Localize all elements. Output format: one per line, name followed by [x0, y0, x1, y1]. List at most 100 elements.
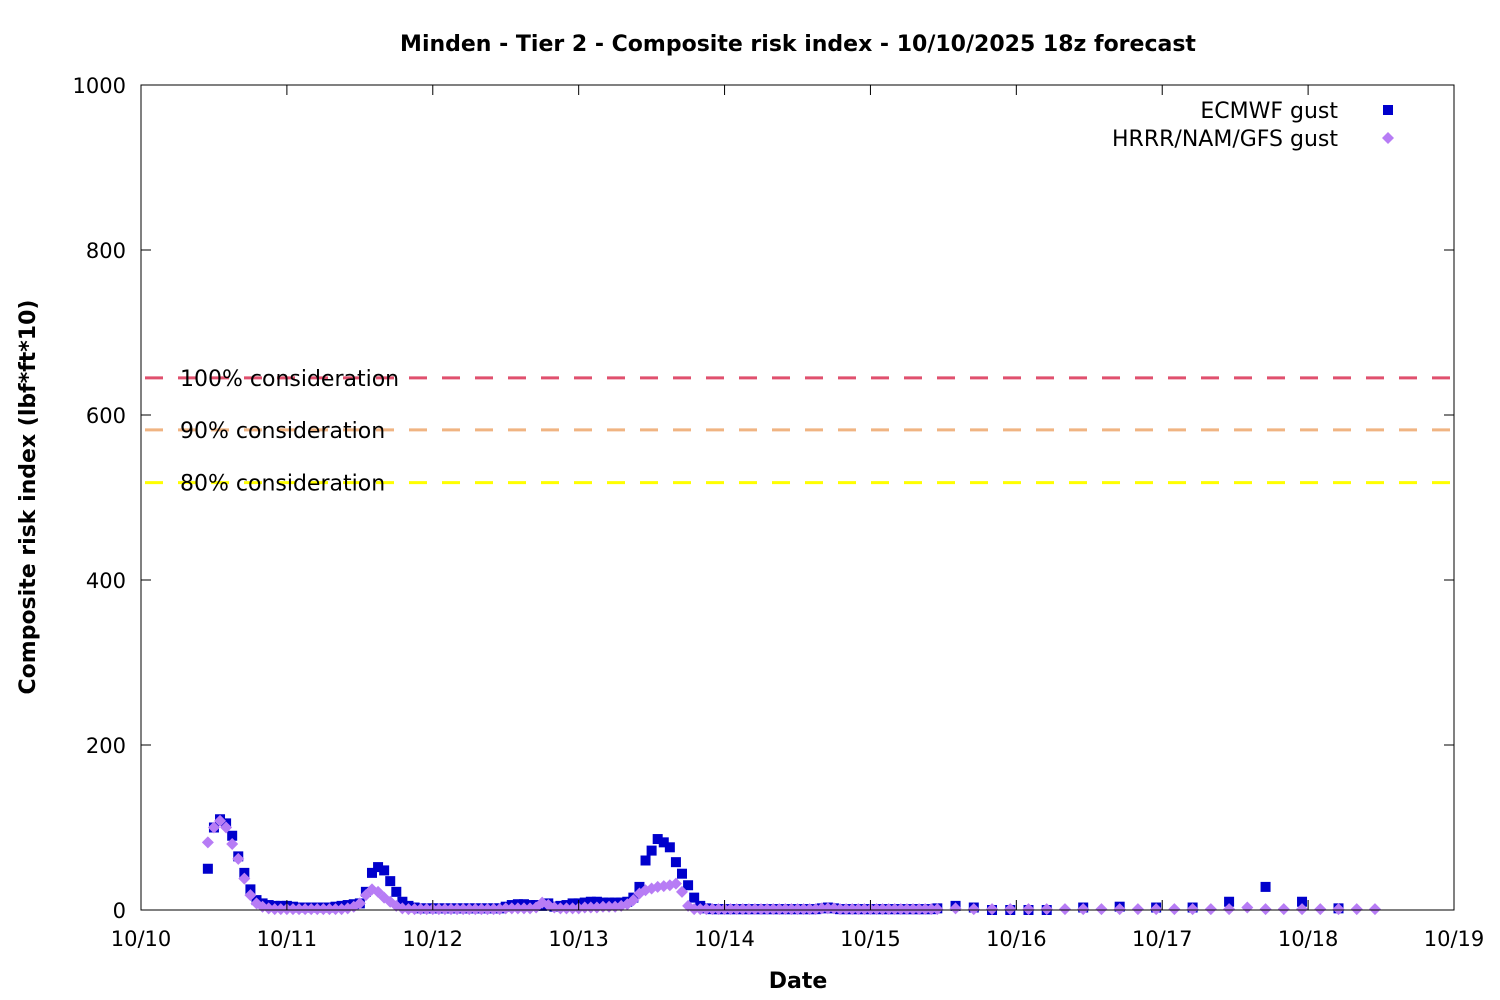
series-ecmwf	[202, 814, 1344, 915]
data-point	[967, 903, 980, 916]
data-point	[882, 903, 895, 916]
data-point	[919, 903, 932, 916]
data-point	[469, 903, 482, 916]
data-point	[451, 903, 464, 916]
data-point	[736, 903, 749, 916]
data-point	[293, 903, 306, 916]
chart-title: Minden - Tier 2 - Composite risk index -…	[400, 32, 1196, 57]
data-point	[1277, 903, 1290, 916]
data-point	[1297, 896, 1308, 907]
data-point	[397, 896, 408, 907]
y-tick-label: 600	[86, 404, 126, 428]
y-tick-label: 400	[86, 569, 126, 593]
data-point	[1224, 896, 1235, 907]
data-point	[634, 881, 645, 892]
data-point	[676, 885, 689, 898]
data-point	[475, 903, 488, 916]
x-tick-label: 10/11	[257, 927, 318, 951]
data-point	[821, 902, 834, 915]
data-point	[1113, 903, 1126, 916]
data-point	[414, 903, 427, 916]
data-point	[244, 889, 257, 902]
data-point	[730, 903, 743, 916]
data-point	[646, 845, 657, 856]
data-point	[797, 903, 810, 916]
data-point	[391, 886, 402, 897]
x-tick-label: 10/16	[986, 927, 1047, 951]
data-point	[505, 902, 518, 915]
data-point	[317, 903, 330, 916]
data-point	[815, 902, 828, 915]
y-tick-label: 1000	[73, 74, 126, 98]
x-tick-label: 10/12	[403, 927, 464, 951]
data-point	[627, 894, 640, 907]
data-point	[499, 902, 512, 915]
data-point	[925, 903, 938, 916]
x-tick-label: 10/19	[1424, 927, 1485, 951]
data-point	[1004, 903, 1017, 916]
data-point	[305, 903, 318, 916]
data-point	[1186, 903, 1199, 916]
data-point	[373, 862, 384, 873]
data-point	[724, 903, 737, 916]
data-point	[202, 863, 213, 874]
data-point	[560, 902, 573, 915]
data-point	[785, 903, 798, 916]
data-point	[913, 903, 926, 916]
data-point	[463, 903, 476, 916]
data-point	[779, 903, 792, 916]
data-point	[773, 903, 786, 916]
data-point	[652, 834, 663, 845]
data-point	[852, 903, 865, 916]
legend-marker	[1383, 105, 1393, 115]
data-point	[329, 903, 342, 916]
data-point	[1241, 901, 1254, 914]
data-point	[712, 903, 725, 916]
data-point	[640, 855, 651, 866]
data-point	[311, 903, 324, 916]
threshold-label: 80% consideration	[180, 472, 385, 497]
x-tick-label: 10/14	[694, 927, 755, 951]
data-point	[238, 872, 251, 885]
data-point	[274, 903, 287, 916]
data-point	[1150, 903, 1163, 916]
data-point	[487, 903, 500, 916]
data-point	[986, 903, 999, 916]
y-tick-label: 0	[113, 899, 126, 923]
data-point	[658, 837, 669, 848]
data-point	[554, 902, 567, 915]
data-point	[906, 903, 919, 916]
data-point	[755, 903, 768, 916]
data-point	[445, 903, 458, 916]
data-point	[1368, 903, 1381, 916]
data-point	[840, 903, 853, 916]
data-point	[1260, 881, 1271, 892]
data-point	[858, 903, 871, 916]
data-point	[366, 867, 377, 878]
legend-label: HRRR/NAM/GFS gust	[1112, 127, 1338, 152]
x-tick-label: 10/10	[111, 927, 172, 951]
data-point	[670, 857, 681, 868]
data-point	[268, 903, 281, 916]
data-point	[791, 903, 804, 916]
data-point	[742, 903, 755, 916]
data-point	[220, 821, 233, 834]
x-axis-label: Date	[769, 969, 828, 994]
data-point	[1314, 903, 1327, 916]
data-point	[876, 903, 889, 916]
data-point	[846, 903, 859, 916]
series-hrrr	[201, 814, 1381, 916]
data-point	[379, 865, 390, 876]
data-point	[1058, 903, 1071, 916]
data-point	[226, 838, 239, 850]
data-point	[834, 903, 847, 916]
data-point	[566, 902, 579, 915]
y-tick-label: 200	[86, 734, 126, 758]
data-point	[949, 902, 962, 915]
data-point	[694, 903, 707, 916]
data-point	[803, 903, 816, 916]
data-point	[1022, 903, 1035, 916]
data-point	[1223, 903, 1236, 916]
data-point	[688, 903, 701, 916]
